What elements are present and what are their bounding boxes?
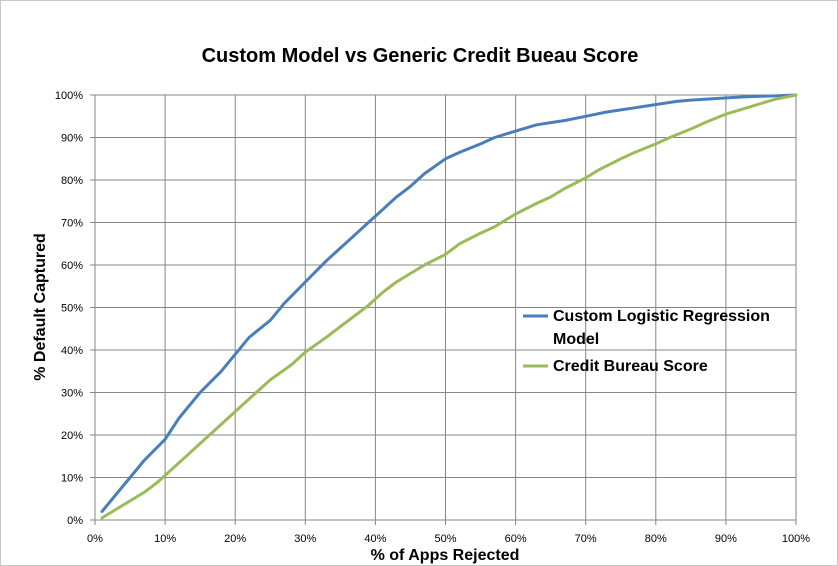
- legend-label-credit-bureau: Credit Bureau Score: [553, 358, 708, 375]
- x-tick-label: 80%: [645, 533, 667, 545]
- x-tick-label: 70%: [575, 533, 597, 545]
- plot-area-border: [94, 94, 797, 521]
- y-tick-label: 60%: [61, 260, 83, 272]
- series-lines: [100, 93, 798, 520]
- x-tick-label: 100%: [782, 533, 810, 545]
- y-tick-label: 30%: [61, 388, 83, 400]
- y-tick-label: 20%: [61, 430, 83, 442]
- y-tick-label: 40%: [61, 345, 83, 357]
- x-tick-label: 30%: [294, 533, 316, 545]
- y-tick-label: 50%: [61, 303, 83, 315]
- y-tick-label: 0%: [67, 515, 83, 527]
- x-tick-label: 20%: [224, 533, 246, 545]
- legend-label-custom-model-line2: Model: [553, 331, 599, 348]
- x-tick-labels: 0% 10% 20% 30% 40% 50% 60% 70% 80% 90% 100%: [87, 533, 810, 545]
- x-tick-label: 0%: [87, 533, 103, 545]
- x-axis-title: % of Apps Rejected: [371, 547, 520, 564]
- x-tick-label: 90%: [715, 533, 737, 545]
- legend: Custom Logistic Regression Model Credit …: [523, 308, 770, 375]
- x-tick-label: 10%: [154, 533, 176, 545]
- series-line-credit-bureau: [100, 93, 798, 520]
- y-tick-label: 90%: [61, 133, 83, 145]
- y-axis-title: % Default Captured: [32, 233, 49, 381]
- x-tick-label: 40%: [364, 533, 386, 545]
- y-tick-label: 100%: [55, 90, 83, 102]
- y-tick-labels: 0% 10% 20% 30% 40% 50% 60% 70% 80% 90% 100%: [55, 90, 83, 527]
- y-tick-label: 10%: [61, 473, 83, 485]
- legend-label-custom-model: Custom Logistic Regression: [553, 308, 770, 325]
- y-tick-label: 80%: [61, 175, 83, 187]
- chart-title: Custom Model vs Generic Credit Bueau Sco…: [202, 45, 639, 67]
- series-line-custom-model: [100, 93, 798, 513]
- y-tick-label: 70%: [61, 218, 83, 230]
- x-tick-label: 60%: [505, 533, 527, 545]
- x-tick-label: 50%: [434, 533, 456, 545]
